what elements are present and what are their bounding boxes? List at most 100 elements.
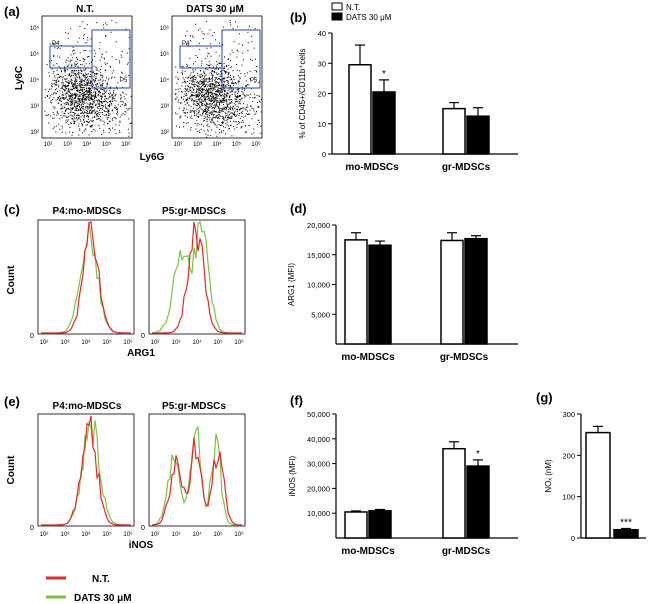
x-tick-label: 10⁴	[212, 141, 222, 148]
bar	[585, 431, 611, 539]
bar	[368, 509, 392, 539]
bar-chart-d: 5,000 10,000 15,000 20,000 ARG1 (MFI) mo-MDSC…	[287, 221, 518, 363]
y-tick-label: 40	[318, 29, 326, 38]
hist-e-tick-labels: 10² 10³ 10⁴ 10⁵ 10⁶ 10² 10³ 10⁴ 10⁵ 10⁶	[40, 531, 244, 538]
y-tick-label: 10⁵	[30, 51, 40, 58]
bar	[440, 239, 464, 345]
x-tick-label: 10²	[40, 532, 49, 538]
bar	[348, 64, 372, 155]
x-category-label: mo-MDSCs	[345, 162, 399, 173]
hist-e-frame-gr	[148, 413, 246, 527]
y-tick-label: 10⁵	[160, 51, 170, 58]
x-tick-label: 10⁵	[102, 339, 112, 346]
y-tick-label: 10,000	[307, 509, 330, 518]
panel-label-a: (a)	[4, 4, 20, 19]
gate-p5-nt	[91, 29, 131, 89]
panel-label-e: (e)	[4, 394, 20, 409]
histogram-trace	[152, 221, 242, 334]
hist-e-title-mo: P4:mo-MDSCs	[53, 401, 122, 412]
y-tick-label: 300	[562, 410, 575, 419]
histogram-trace	[151, 437, 242, 526]
hist-c-tick-labels: 10² 10³ 10⁴ 10⁵ 10⁶ 10² 10³ 10⁴ 10⁵ 10⁶	[40, 339, 244, 346]
flow-dots-nt	[44, 20, 132, 137]
legend-label-nt: N.T.	[92, 574, 110, 585]
y-tick-label: 200	[562, 451, 575, 460]
y-tick-label: 15,000	[307, 251, 330, 260]
y-tick-label: 5,000	[311, 310, 330, 319]
panel-label-c: (c)	[4, 202, 20, 217]
hist-e-title-gr: P5:gr-MDSCs	[162, 401, 226, 412]
x-tick-label: 10⁵	[232, 141, 242, 148]
y-tick-label: 10,000	[307, 281, 330, 290]
x-tick-label: 10⁵	[213, 339, 223, 346]
legend-b-swatch-nt	[331, 2, 343, 11]
y-tick-label: 20	[318, 90, 326, 99]
hist-c-ylabel: Count	[6, 265, 17, 295]
significance-marker: ***	[620, 517, 632, 528]
y-tick-label: 40,000	[307, 435, 330, 444]
panel-label-d: (d)	[290, 201, 307, 216]
x-tick-label: 10³	[61, 340, 70, 346]
bar	[464, 237, 488, 345]
hist-e-origin-gr: 0	[141, 525, 145, 532]
bar	[372, 91, 396, 155]
y-tick-label: 100	[562, 493, 575, 502]
x-category-label: mo-MDSCs	[341, 546, 395, 557]
y-tick-label: 50,000	[307, 410, 330, 419]
bar-chart-f: 10,000 20,000 30,000 40,000 50,000 iNOS (MFI)…	[288, 410, 518, 557]
x-tick-label: 10²	[44, 142, 53, 148]
hist-c-frame-gr	[148, 219, 246, 335]
hist-e-xlabel: iNOS	[129, 540, 154, 551]
y-axis-label: % of CD45+/CD11b⁺cells	[298, 48, 307, 138]
gate-label-p4-nt: P4	[52, 41, 60, 47]
scatter-points	[44, 20, 132, 137]
x-category-label: gr-MDSCs	[442, 162, 491, 173]
x-tick-label: 10⁵	[102, 141, 112, 148]
hist-c-origin-mo: 0	[30, 333, 34, 340]
flow-plot-frame-dats	[171, 15, 263, 139]
x-tick-label: 10²	[151, 340, 160, 346]
hist-c-origin-gr: 0	[141, 333, 145, 340]
x-category-label: mo-MDSCs	[341, 352, 395, 363]
legend-b-label-dats: DATS 30 μM	[346, 13, 392, 22]
scatter-points	[175, 20, 262, 138]
y-tick-label: 10	[318, 120, 326, 129]
bar	[442, 107, 466, 155]
histogram-trace	[41, 221, 131, 334]
y-tick-label: 10⁶	[30, 25, 40, 32]
x-tick-label: 10⁶	[234, 339, 244, 346]
x-tick-label: 10⁴	[81, 531, 91, 538]
y-axis-label: ARG1 (MFI)	[287, 263, 296, 306]
bar-chart-g: 0 100 200 300 NOₓ (nM) ***	[544, 410, 646, 543]
y-tick-label: 10²	[30, 130, 39, 136]
x-tick-label: 10²	[151, 532, 160, 538]
panel-label-g: (g)	[536, 390, 553, 405]
flow-title-nt: N.T.	[76, 4, 94, 15]
y-tick-label: 10⁴	[160, 77, 170, 84]
bar	[466, 465, 490, 539]
hist-e-origin-mo: 0	[30, 525, 34, 532]
x-tick-label: 10³	[172, 340, 181, 346]
x-tick-label: 10⁴	[192, 531, 202, 538]
gate-p4-nt	[49, 45, 93, 69]
x-tick-label: 10⁵	[102, 531, 112, 538]
hist-c-xlabel: ARG1	[127, 348, 155, 359]
x-tick-label: 10³	[172, 532, 181, 538]
panel-label-f: (f)	[290, 393, 303, 408]
x-tick-label: 10⁶	[251, 141, 261, 148]
hist-c-title-mo: P4:mo-MDSCs	[53, 206, 122, 217]
y-tick-label: 10⁶	[160, 25, 170, 32]
x-tick-label: 10⁶	[123, 339, 133, 346]
y-tick-label: 20,000	[307, 221, 330, 230]
bar	[466, 115, 490, 155]
y-tick-label: 10²	[160, 130, 169, 136]
flow-plot-frame-nt	[41, 15, 133, 139]
y-tick-label: 30,000	[307, 460, 330, 469]
hist-c-frame-mo	[37, 219, 135, 335]
y-tick-label: 20,000	[307, 484, 330, 493]
histogram-trace	[151, 425, 242, 526]
bar	[368, 244, 392, 345]
y-tick-label: 10⁴	[30, 77, 40, 84]
flow-xlabel: Ly6G	[140, 152, 165, 163]
gate-label-p5-dats: P5	[250, 78, 258, 84]
